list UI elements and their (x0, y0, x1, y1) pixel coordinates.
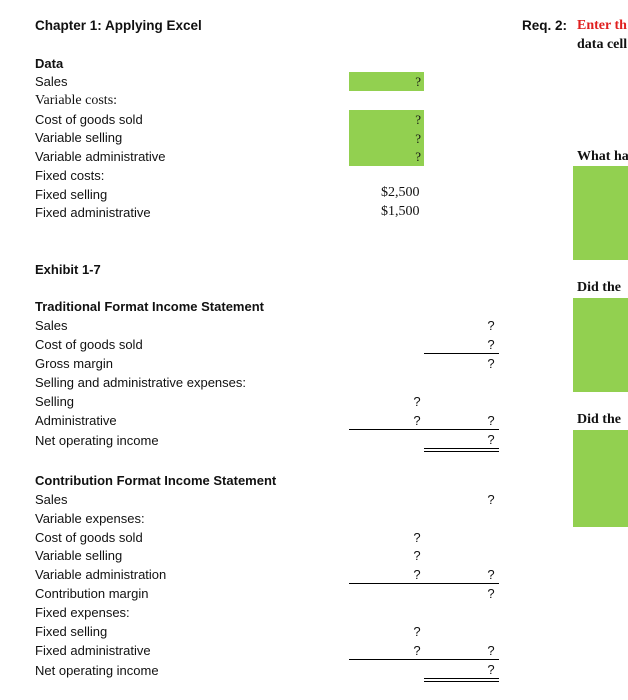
answer-box-1[interactable] (573, 166, 628, 260)
contr-noi-double-underline (424, 678, 499, 682)
data-label-variable-costs: Variable costs: (35, 93, 118, 108)
contr-cogs-value: ? (413, 530, 421, 545)
trad-label-sga: Selling and administrative expenses: (35, 375, 247, 390)
trad-selling-value: ? (413, 394, 421, 409)
variable-selling-input-cell[interactable]: ? (349, 129, 424, 148)
question-3: Did the (577, 412, 621, 427)
contr-fixed-underline (349, 659, 499, 660)
trad-admin-total-value: ? (487, 413, 495, 428)
data-label-cogs: Cost of goods sold (35, 112, 143, 127)
question-2: Did the (577, 280, 621, 295)
data-label-variable-admin: Variable administrative (35, 149, 166, 164)
contr-noi-value: ? (487, 662, 495, 677)
contribution-heading: Contribution Format Income Statement (35, 473, 277, 488)
answer-box-3[interactable] (573, 430, 628, 527)
trad-sales-value: ? (487, 318, 495, 333)
sales-input-cell[interactable]: ? (349, 72, 424, 91)
contr-label-variable-expenses: Variable expenses: (35, 511, 145, 526)
fixed-selling-value: $2,500 (381, 185, 420, 200)
exhibit-title: Exhibit 1-7 (35, 262, 101, 277)
contr-label-noi: Net operating income (35, 663, 159, 678)
fixed-admin-value: $1,500 (381, 204, 420, 219)
trad-gross-margin-value: ? (487, 356, 495, 371)
answer-box-2[interactable] (573, 298, 628, 392)
contr-label-sales: Sales (35, 492, 68, 507)
chapter-title: Chapter 1: Applying Excel (35, 18, 202, 33)
contr-cm-value: ? (487, 586, 495, 601)
contr-fixed-admin-value: ? (413, 643, 421, 658)
contr-label-cogs: Cost of goods sold (35, 530, 143, 545)
contr-label-fixed-selling: Fixed selling (35, 624, 108, 639)
contr-label-variable-admin: Variable administration (35, 567, 167, 582)
trad-cogs-underline (424, 353, 499, 354)
data-heading: Data (35, 56, 64, 71)
contr-label-fixed-admin: Fixed administrative (35, 643, 151, 658)
contr-label-fixed-expenses: Fixed expenses: (35, 605, 130, 620)
req-instruction-line2: data cell (577, 37, 628, 52)
data-label-fixed-admin: Fixed administrative (35, 205, 151, 220)
traditional-heading: Traditional Format Income Statement (35, 299, 264, 314)
trad-label-sales: Sales (35, 318, 68, 333)
req-label: Req. 2: (522, 18, 568, 33)
contr-fixed-total-value: ? (487, 643, 495, 658)
contr-label-variable-selling: Variable selling (35, 548, 123, 563)
data-label-fixed-selling: Fixed selling (35, 187, 108, 202)
cogs-input-cell[interactable]: ? (349, 110, 424, 129)
trad-noi-double-underline (424, 448, 499, 452)
contr-sales-value: ? (487, 492, 495, 507)
trad-label-selling: Selling (35, 394, 75, 409)
contr-variable-total-value: ? (487, 567, 495, 582)
trad-label-noi: Net operating income (35, 433, 159, 448)
contr-variable-underline (349, 583, 499, 584)
variable-admin-input-cell[interactable]: ? (349, 148, 424, 166)
data-label-sales: Sales (35, 74, 68, 89)
trad-noi-value: ? (487, 432, 495, 447)
trad-admin-value: ? (413, 413, 421, 428)
req-instruction: Enter th (577, 18, 627, 33)
contr-label-contribution-margin: Contribution margin (35, 586, 149, 601)
contr-fixed-selling-value: ? (413, 624, 421, 639)
trad-label-gross-margin: Gross margin (35, 356, 114, 371)
trad-cogs-value: ? (487, 337, 495, 352)
contr-variable-admin-value: ? (413, 567, 421, 582)
question-1: What ha (577, 149, 628, 164)
trad-label-administrative: Administrative (35, 413, 117, 428)
trad-label-cogs: Cost of goods sold (35, 337, 143, 352)
data-label-fixed-costs: Fixed costs: (35, 168, 105, 183)
contr-variable-selling-value: ? (413, 548, 421, 563)
data-label-variable-selling: Variable selling (35, 130, 123, 145)
trad-admin-underline (349, 429, 499, 430)
